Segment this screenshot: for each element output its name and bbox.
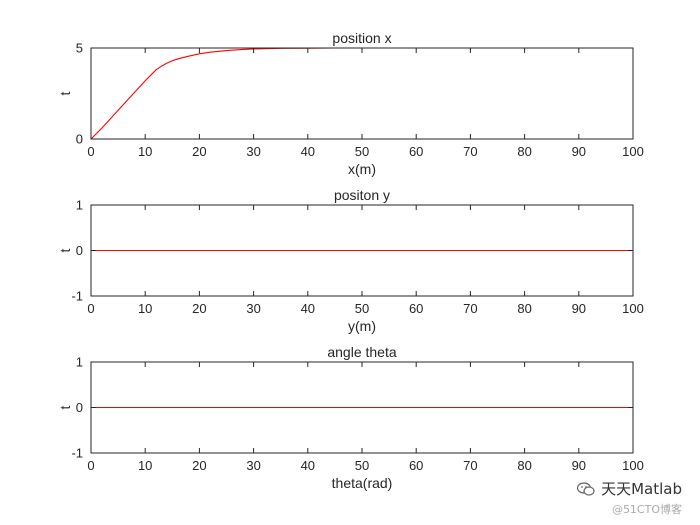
subplot-2: 0 10 20 30 40 50 60 70 80 90 100 -1 0 1 positon y y(m) t [57,187,644,334]
x-tick-label: 80 [517,301,531,316]
x-tick-label: 60 [409,144,423,159]
x-tick-label: 10 [138,144,152,159]
x-tick-label: 70 [463,144,477,159]
x-tick-label: 70 [463,301,477,316]
x-tick-label: 50 [355,301,369,316]
x-tick-label: 100 [622,144,644,159]
x-axis-label: y(m) [348,318,376,334]
watermark-source: @51CTO博客 [611,503,682,516]
x-tick-label: 50 [355,144,369,159]
y-tick-label: 1 [76,198,83,213]
x-tick-label: 0 [87,458,94,473]
watermark-name: 天天Matlab [601,480,682,498]
axes-box [90,47,634,140]
x-tick-label: 40 [301,301,315,316]
x-tick-label: 40 [301,144,315,159]
x-tick-label: 30 [246,301,260,316]
subplot-title: positon y [334,187,390,203]
x-tick-label: 70 [463,458,477,473]
y-tick-label: -1 [71,289,83,304]
x-tick-label: 40 [301,458,315,473]
x-tick-label: 30 [246,458,260,473]
x-tick-label: 90 [572,458,586,473]
subplot-1: 0 10 20 30 40 50 60 70 80 90 100 0 5 position x x(m) t [57,30,644,177]
x-tick-label: 100 [622,458,644,473]
x-tick-label: 10 [138,458,152,473]
x-tick-label: 60 [409,458,423,473]
subplot-3: 0 10 20 30 40 50 60 70 80 90 100 -1 0 1 angle theta the… [57,344,644,491]
x-tick-label: 30 [246,144,260,159]
y-tick-label: 1 [76,355,83,370]
x-tick-label: 80 [517,144,531,159]
x-tick-label: 20 [192,458,206,473]
y-axis-label: t [57,91,73,95]
watermark: 天天Matlab @51CTO博客 [577,478,682,517]
x-tick-label: 50 [355,458,369,473]
x-axis-label: theta(rad) [332,475,393,491]
x-axis-label: x(m) [348,161,376,177]
y-tick-label: -1 [71,446,83,461]
x-tick-label: 100 [622,301,644,316]
x-tick-label: 80 [517,458,531,473]
y-tick-label: 0 [76,400,83,415]
y-axis-label: t [57,405,73,409]
x-tick-label: 20 [192,144,206,159]
y-tick-label: 0 [76,132,83,147]
y-tick-label: 0 [76,243,83,258]
x-tick-label: 10 [138,301,152,316]
x-tick-label: 20 [192,301,206,316]
x-tick-label: 60 [409,301,423,316]
x-tick-label: 0 [87,301,94,316]
subplot-title: angle theta [327,344,396,360]
x-tick-label: 90 [572,144,586,159]
x-tick-label: 90 [572,301,586,316]
subplot-title: position x [332,30,391,46]
x-tick-label: 0 [87,144,94,159]
wechat-icon [577,481,595,496]
y-tick-label: 5 [76,41,83,56]
y-axis-label: t [57,248,73,252]
series-line [90,47,633,140]
